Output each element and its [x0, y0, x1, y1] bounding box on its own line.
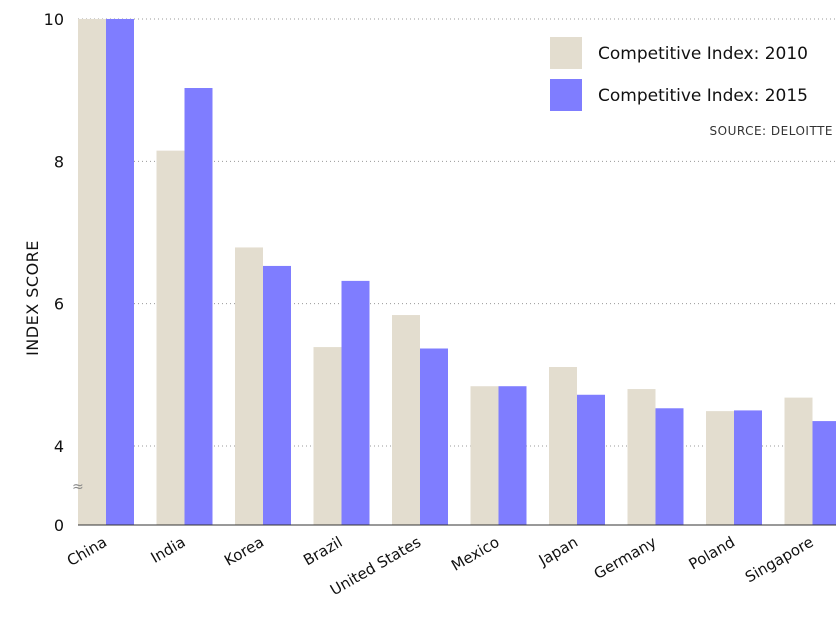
x-tick-label: Germany [591, 533, 660, 583]
bar-2015 [812, 421, 836, 525]
bar-2010 [235, 247, 263, 525]
bar-2015 [106, 18, 134, 525]
legend-swatch-2015 [550, 79, 582, 111]
bar-2015 [263, 265, 291, 525]
bar-2015 [734, 410, 762, 525]
bar-2010 [784, 397, 813, 525]
y-tick-labels: 0 4 6 8 10 [44, 10, 64, 535]
bar-2015 [655, 408, 684, 525]
bar-2010 [549, 367, 577, 525]
legend-label-2010: Competitive Index: 2010 [598, 44, 808, 64]
bar-2015 [498, 386, 527, 525]
legend-swatch-2010 [550, 37, 582, 69]
bar-2015 [184, 88, 213, 526]
x-tick-label: Brazil [300, 533, 345, 570]
bar-2015 [420, 348, 448, 525]
bars [78, 18, 836, 526]
legend: Competitive Index: 2010 Competitive Inde… [550, 37, 833, 138]
source-label: SOURCE: DELOITTE [710, 124, 834, 138]
legend-label-2015: Competitive Index: 2015 [598, 86, 808, 106]
bar-2015 [577, 394, 605, 525]
bar-2010 [627, 389, 656, 525]
bar-2015 [341, 280, 370, 525]
x-tick-label: China [64, 533, 110, 570]
x-tick-label: India [148, 533, 189, 567]
bar-2010 [706, 411, 734, 525]
bar-2010 [392, 315, 420, 525]
x-tick-label: Poland [686, 533, 738, 574]
axis-break-icon: ≈ [72, 479, 84, 495]
x-tick-label: Mexico [448, 533, 502, 575]
y-tick-label: 4 [54, 437, 64, 456]
x-tick-label: Korea [221, 533, 267, 570]
y-tick-label: 0 [54, 516, 64, 535]
bar-2010 [156, 150, 185, 525]
x-tick-label: Singapore [742, 533, 817, 586]
y-tick-label: 6 [54, 295, 64, 314]
y-axis-title: INDEX SCORE [23, 240, 42, 356]
y-tick-label: 8 [54, 152, 64, 171]
bar-2010 [78, 18, 106, 525]
bar-2010 [313, 347, 342, 525]
y-tick-label: 10 [44, 10, 64, 29]
x-tick-label: Japan [535, 533, 581, 570]
bar-2010 [470, 386, 499, 525]
